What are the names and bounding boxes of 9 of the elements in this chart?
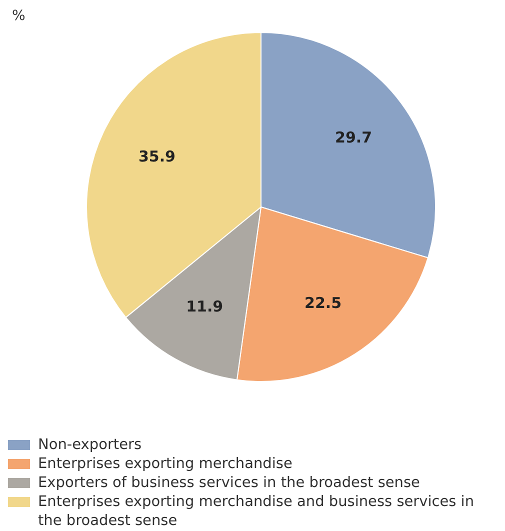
data-label: 29.7 — [334, 128, 372, 146]
legend-label: Non-exporters — [38, 436, 142, 455]
legend-label: Exporters of business services in the broadest sense — [38, 474, 420, 493]
data-label: 35.9 — [138, 148, 175, 166]
legend-label: Enterprises exporting merchandise — [38, 455, 292, 474]
data-label: 22.5 — [304, 294, 342, 312]
legend-label: Enterprises exporting merchandise and business services in the broadest sense — [38, 493, 476, 531]
chart-title: % — [12, 8, 26, 26]
data-label: 11.9 — [186, 297, 223, 316]
